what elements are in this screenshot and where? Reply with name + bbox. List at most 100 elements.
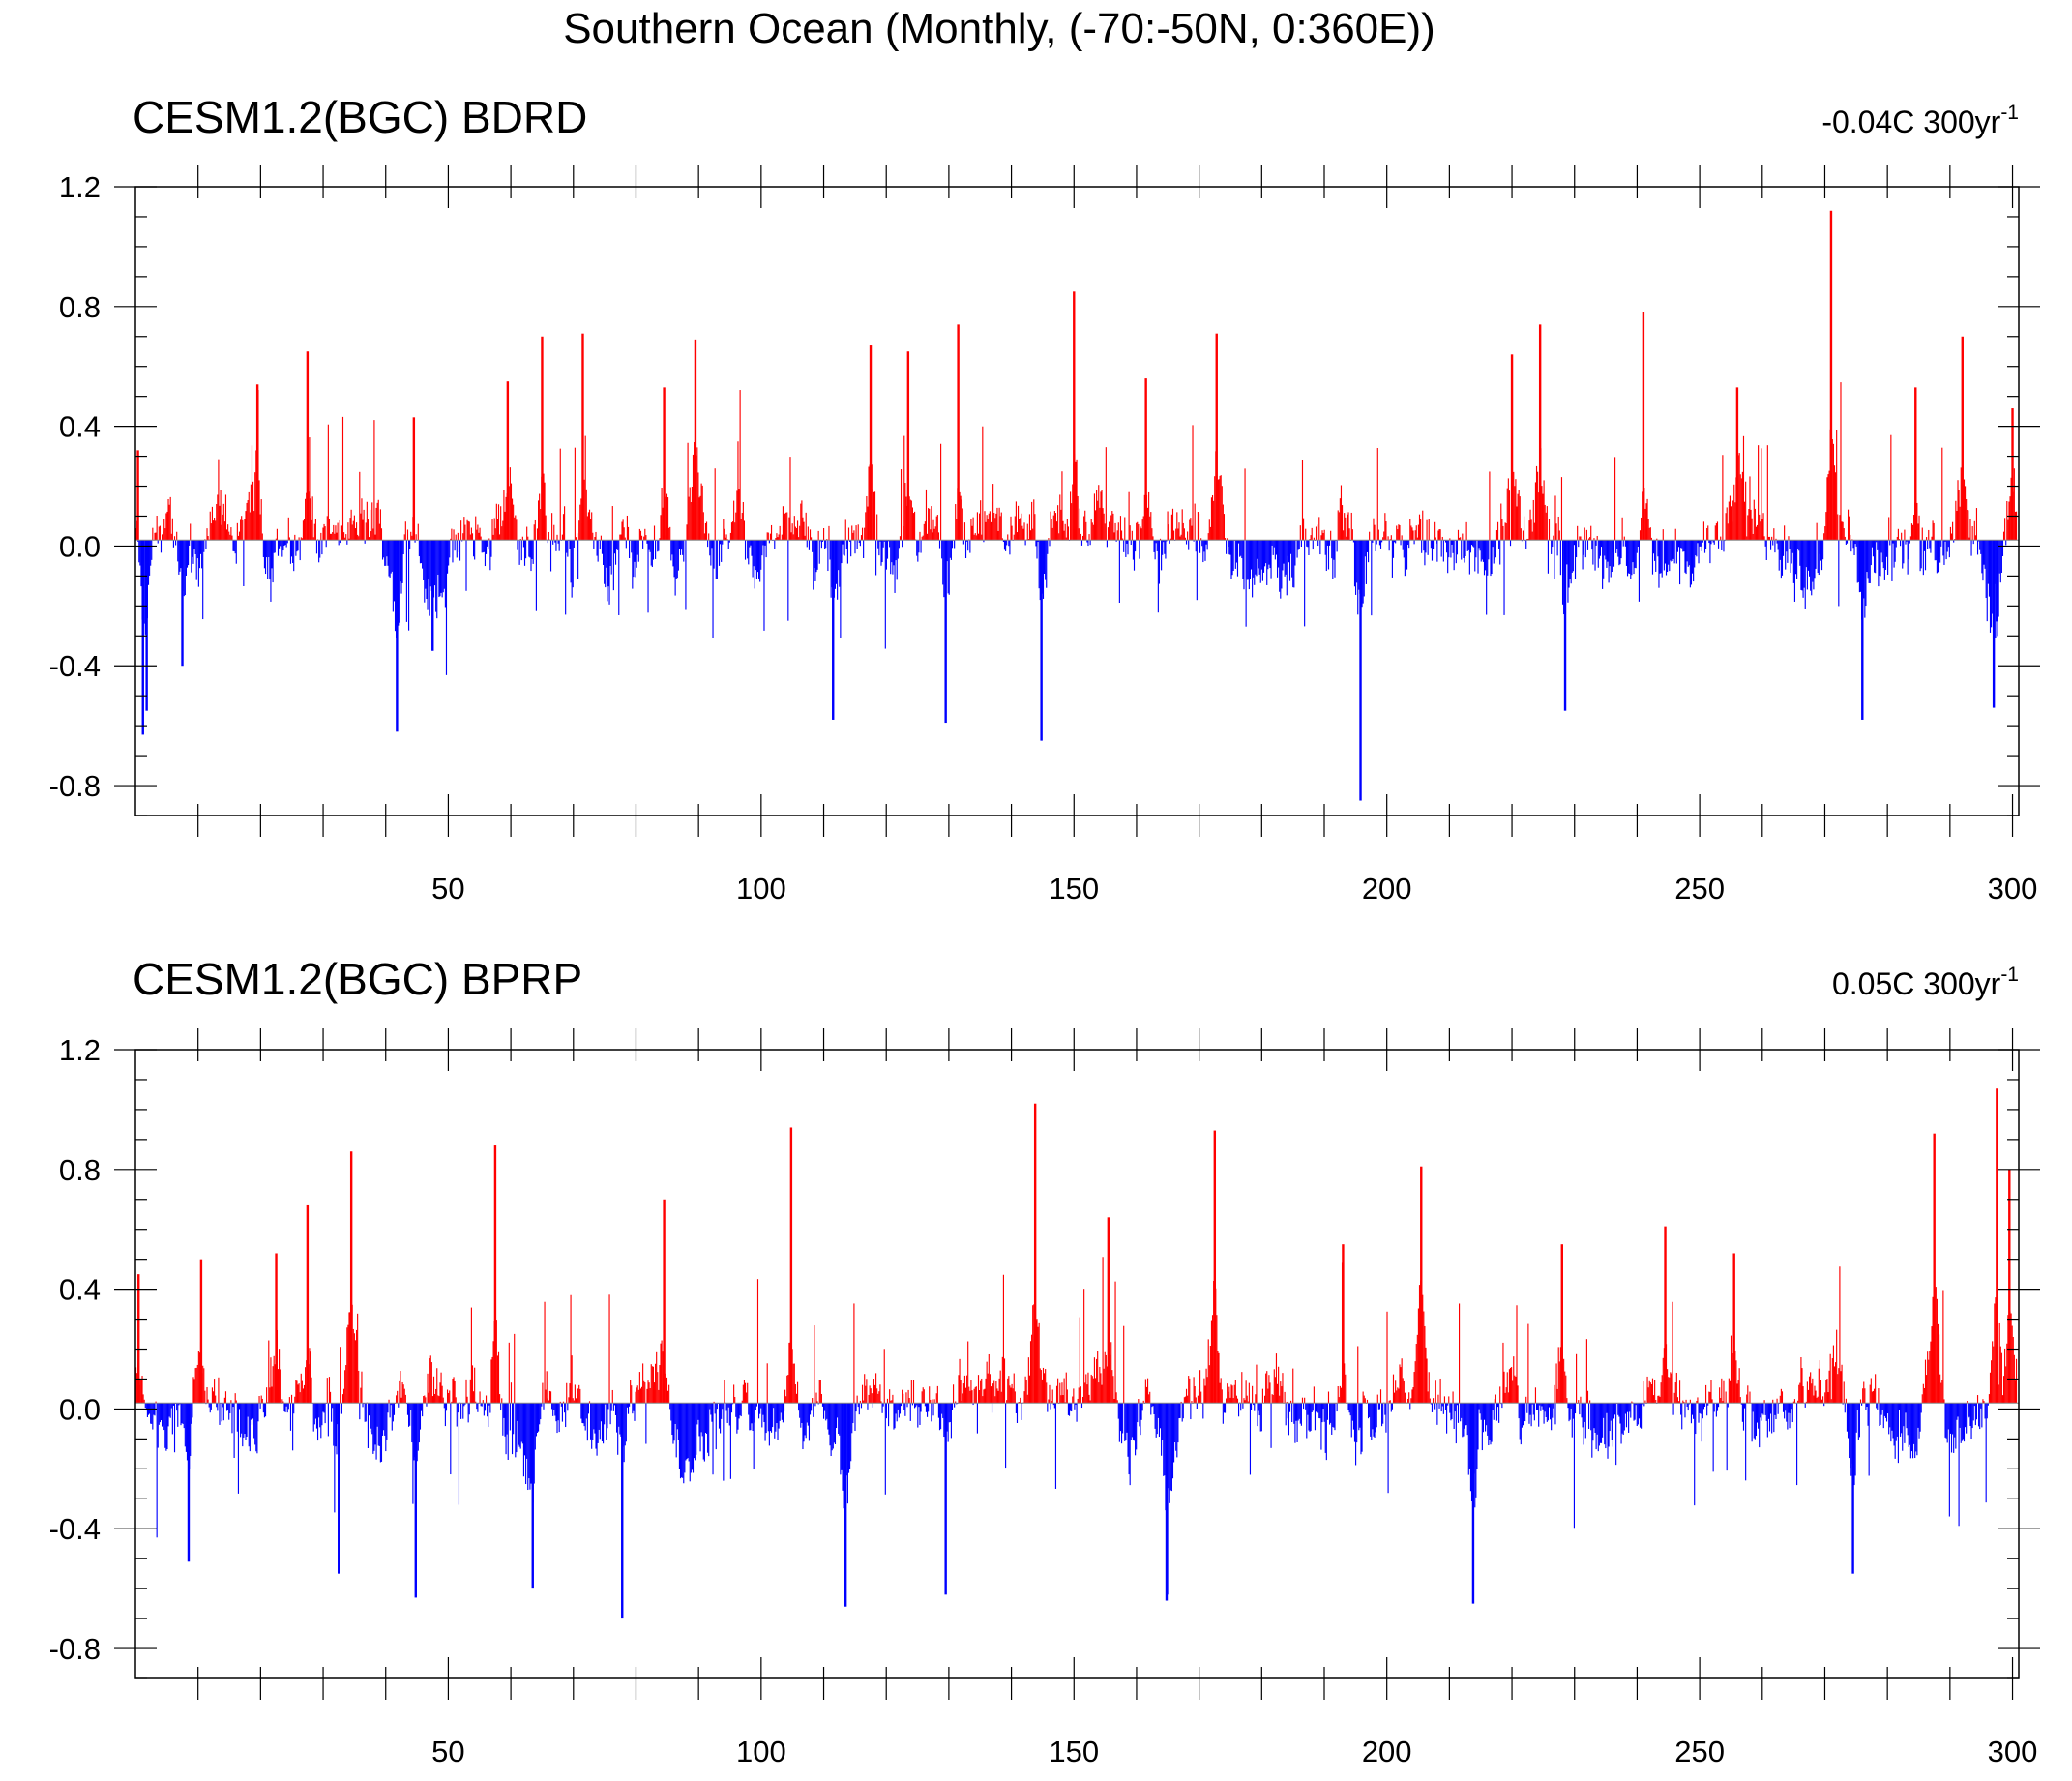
bar-negative — [711, 540, 713, 549]
bar-negative — [1378, 540, 1381, 546]
bar-negative — [1403, 540, 1405, 558]
bar-negative — [292, 540, 294, 563]
bar-positive — [736, 490, 738, 541]
bar-positive — [1208, 519, 1210, 541]
bar-positive — [859, 1400, 861, 1404]
bar-positive — [1935, 1287, 1937, 1404]
bar-positive — [1437, 1394, 1439, 1404]
bar-negative — [603, 540, 605, 565]
bar-positive — [574, 447, 576, 541]
bar-positive — [440, 1372, 442, 1404]
bar-positive — [1197, 1395, 1199, 1404]
bar-positive — [543, 473, 545, 541]
bar-positive — [690, 502, 692, 541]
bar-positive — [1350, 512, 1352, 541]
bar-negative — [1630, 1403, 1632, 1418]
bar-negative — [1047, 1403, 1049, 1412]
bar-negative — [1196, 1403, 1198, 1409]
bar-positive — [1949, 526, 1952, 541]
bar-negative — [679, 1403, 682, 1479]
bar-positive — [1952, 521, 1954, 541]
bar-negative — [1498, 1403, 1500, 1423]
bar-negative — [1307, 1403, 1309, 1415]
bar-positive — [1932, 520, 1934, 541]
bar-negative — [804, 1403, 806, 1436]
bar-positive — [375, 507, 377, 541]
bar-positive — [930, 1399, 932, 1404]
bar-negative — [1464, 540, 1465, 563]
bar-positive — [1292, 1368, 1294, 1404]
bar-negative — [520, 540, 522, 561]
bar-negative — [1255, 540, 1257, 575]
bar-negative — [1438, 1403, 1440, 1409]
bar-positive — [1922, 1383, 1924, 1404]
bar-positive — [990, 521, 992, 541]
bar-negative — [1239, 540, 1241, 557]
bar-negative — [1151, 1403, 1153, 1408]
bar-positive — [1402, 1378, 1404, 1404]
bar-negative — [673, 1403, 675, 1441]
bar-positive — [1926, 537, 1928, 541]
bar-negative — [920, 540, 922, 553]
bar-negative — [1801, 540, 1803, 591]
bar-negative — [179, 540, 181, 572]
bar-positive — [640, 535, 643, 541]
bar-positive — [933, 528, 935, 541]
bar-positive — [1513, 471, 1515, 541]
bar-negative — [1920, 1403, 1922, 1413]
bar-positive — [536, 528, 539, 541]
bar-positive — [688, 496, 690, 541]
bar-positive — [1557, 516, 1559, 541]
bar-negative — [1382, 1403, 1384, 1424]
bar-negative — [844, 540, 845, 556]
bar-negative — [858, 1403, 860, 1415]
bar-positive — [647, 1380, 649, 1404]
bar-negative — [1740, 1403, 1742, 1405]
bar-negative — [1528, 1403, 1530, 1424]
bar-negative — [319, 540, 321, 558]
bar-positive — [865, 512, 867, 541]
bar-positive — [1815, 1390, 1817, 1404]
bar-negative — [1782, 1403, 1785, 1412]
bar-negative — [1153, 540, 1155, 552]
bar-positive — [300, 537, 302, 541]
bar-negative — [1592, 540, 1594, 565]
bar-positive — [935, 516, 937, 541]
bar-negative — [712, 540, 714, 638]
bar-negative — [1139, 540, 1140, 559]
bar-negative — [525, 1403, 527, 1485]
bar-positive — [1399, 1364, 1401, 1404]
bar-negative — [405, 540, 407, 622]
bar-negative — [565, 1403, 567, 1428]
bar-negative — [1813, 540, 1815, 590]
bar-negative — [419, 1403, 422, 1430]
bar-negative — [1481, 1403, 1483, 1451]
bar-positive — [1052, 515, 1054, 541]
bar-negative — [748, 540, 750, 565]
bar-positive — [626, 515, 628, 541]
bar-negative — [620, 1403, 622, 1437]
bar-negative — [1408, 540, 1410, 549]
bar-negative — [450, 1403, 452, 1475]
bar-negative — [597, 540, 599, 562]
bar-positive — [337, 522, 339, 541]
bar-positive — [510, 483, 513, 541]
bar-negative — [1981, 540, 1983, 574]
bar-negative — [1132, 540, 1134, 560]
bar-positive — [1290, 1400, 1292, 1404]
bar-positive — [2002, 531, 2005, 541]
bar-positive — [442, 1397, 444, 1404]
bar-positive — [1415, 1344, 1417, 1404]
bar-positive — [1304, 1397, 1306, 1404]
bar-positive — [1244, 1400, 1246, 1404]
bar-negative — [841, 1403, 843, 1470]
bar-positive — [1507, 478, 1509, 541]
bar-positive — [2010, 1313, 2012, 1404]
bar-negative — [1453, 540, 1455, 571]
bar-positive — [1033, 499, 1035, 541]
bar-positive — [1086, 1384, 1088, 1404]
bar-negative — [371, 1403, 373, 1435]
bar-negative — [1605, 1403, 1607, 1449]
bar-positive — [1508, 1369, 1511, 1404]
bar-positive — [1812, 1378, 1814, 1404]
